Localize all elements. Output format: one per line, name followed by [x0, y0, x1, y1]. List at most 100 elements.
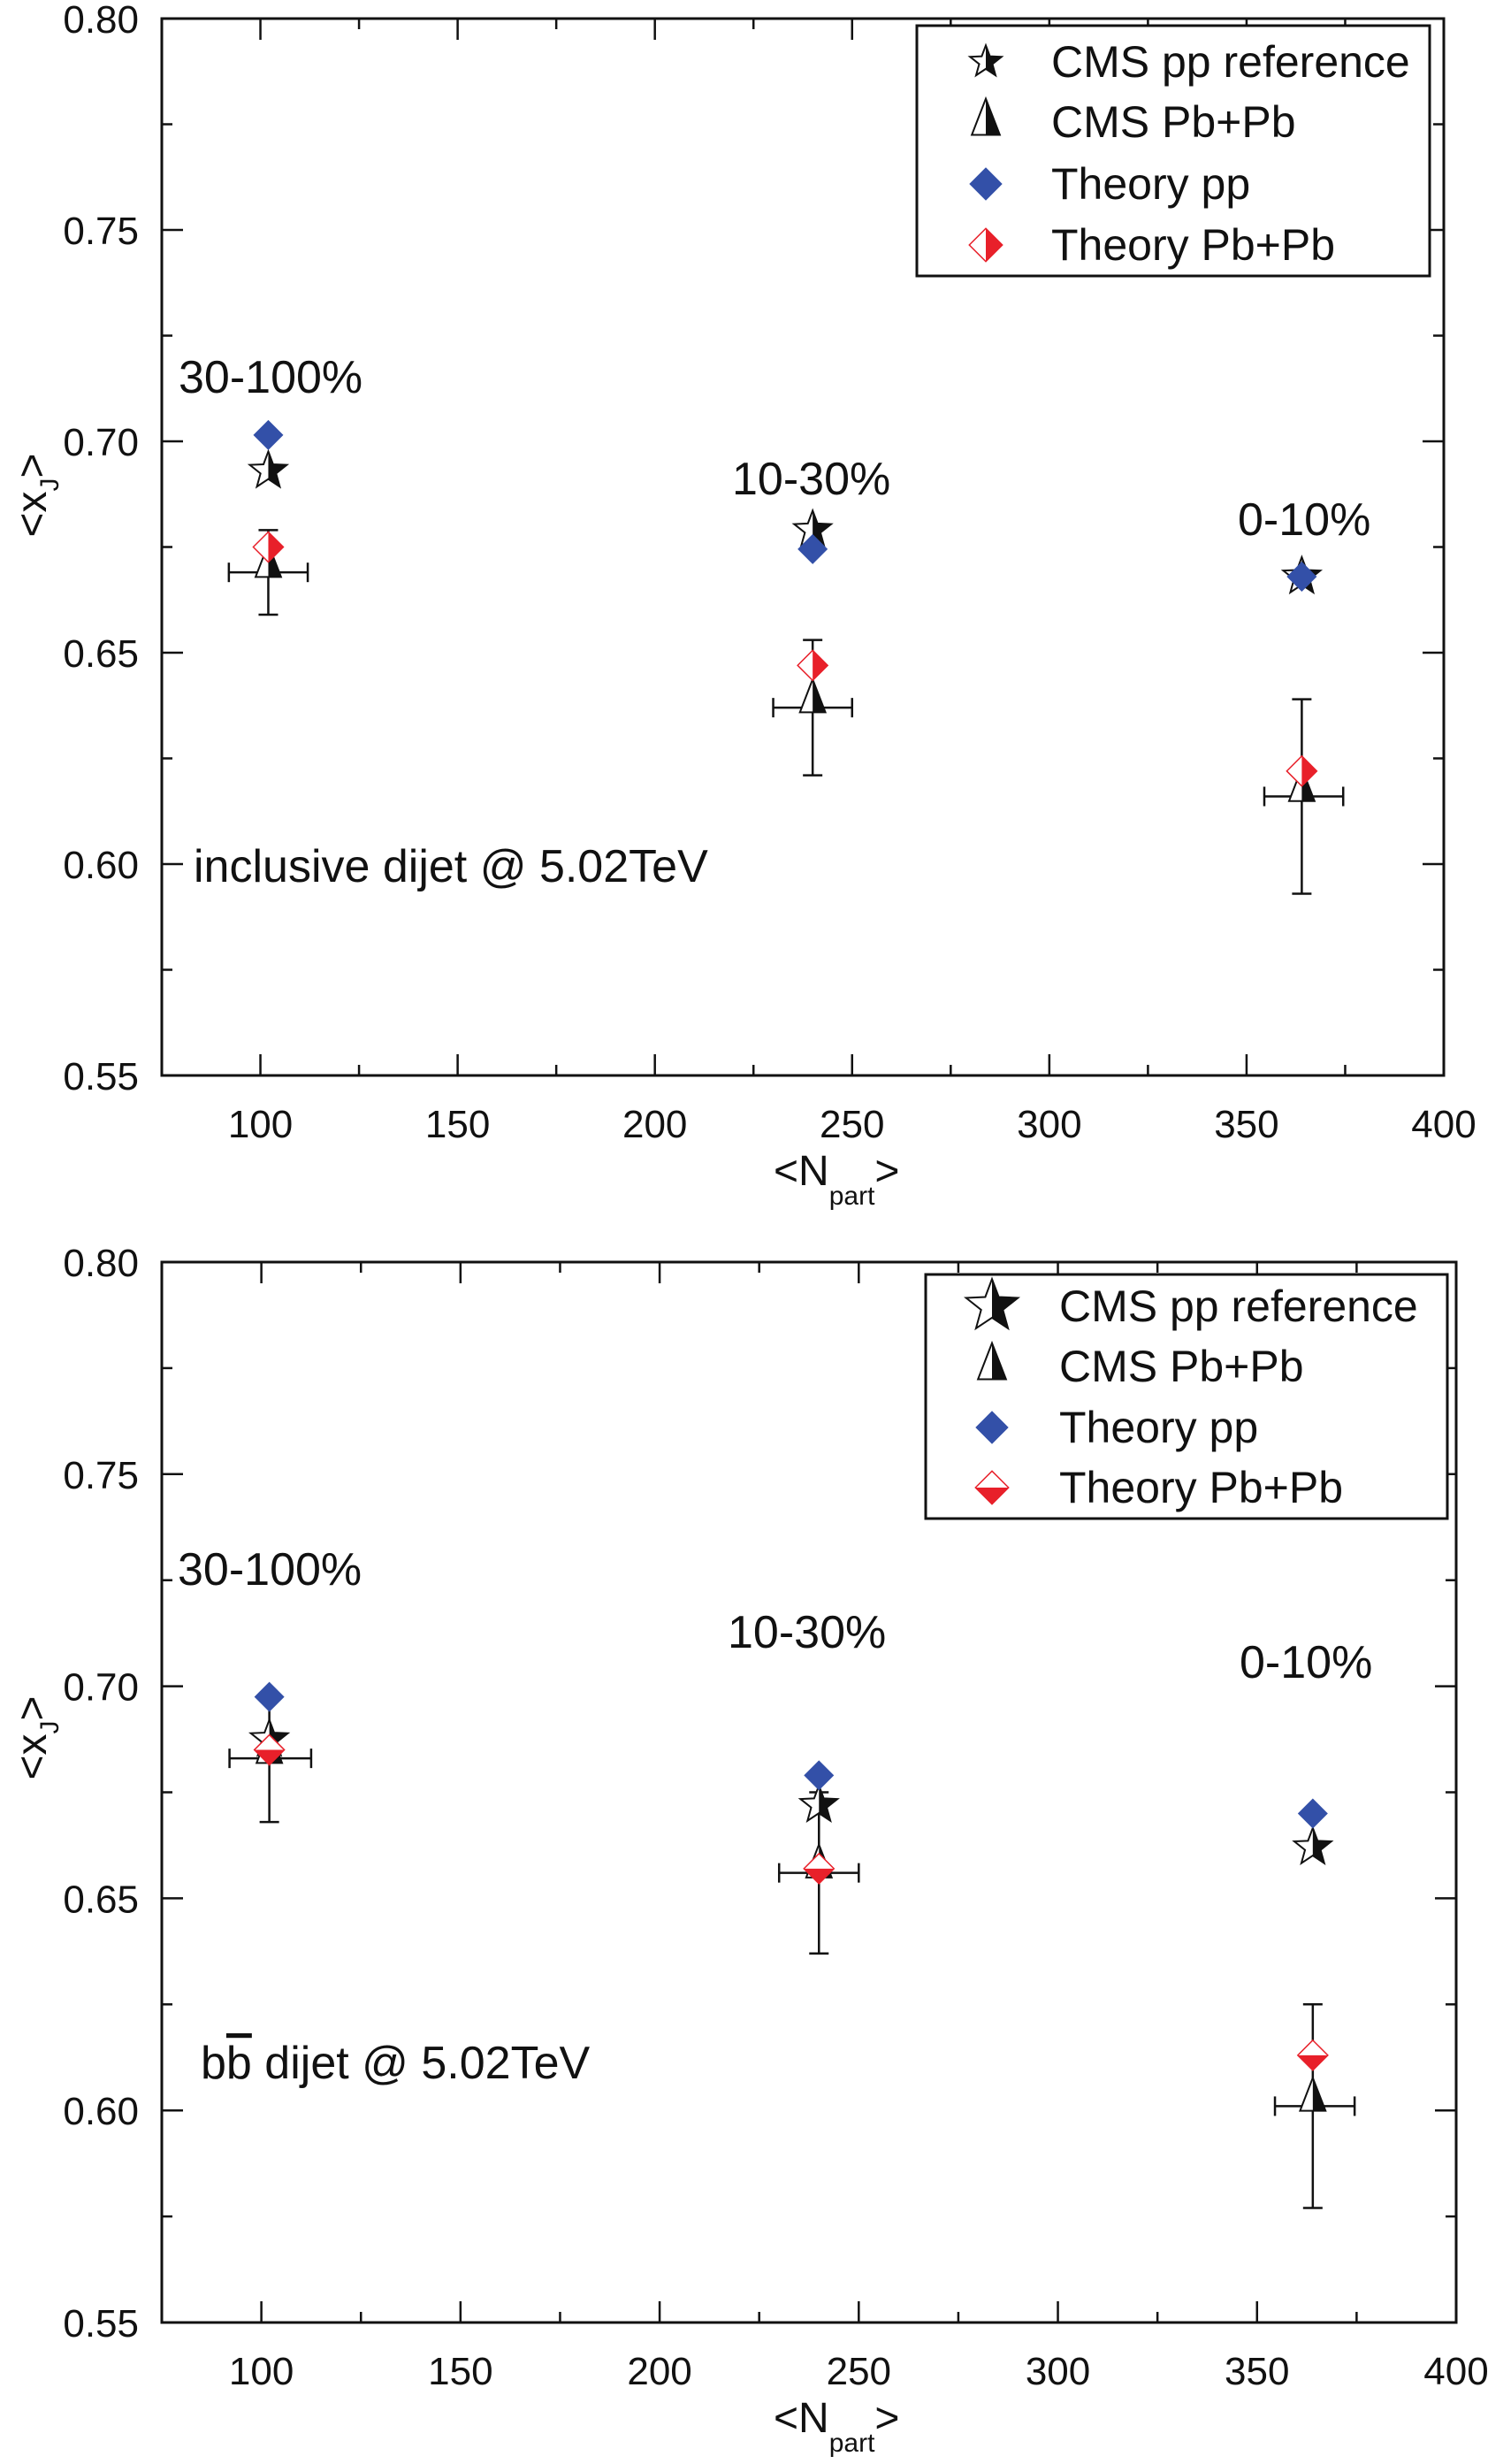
x-tick-label: 150 [428, 2350, 492, 2393]
annotation-bbar: b [226, 2038, 252, 2089]
centrality-label: 0-10% [1240, 1637, 1372, 1688]
annotation-b: b [201, 2038, 226, 2089]
theory-pbpb-point [1286, 754, 1318, 787]
chart-panel-inclusive: 100 150 200 250 300 350 400 0.55 0.60 0.65 0.70 0.7… [9, 0, 1477, 1211]
y-tick-label: 0.60 [63, 2090, 139, 2133]
legend-label: CMS pp reference [1059, 1282, 1418, 1331]
theory-pbpb-point [253, 1733, 286, 1766]
x-tick-label: 350 [1225, 2350, 1289, 2393]
cms-pp-point [1292, 1825, 1334, 1865]
legend: CMS pp reference CMS Pb+Pb Theory pp Theory… [924, 1273, 1449, 1520]
y-tick-label: 0.65 [63, 632, 139, 676]
legend-item: Theory Pb+Pb [968, 220, 1335, 270]
legend-box [915, 24, 1431, 278]
x-tick-label: 400 [1411, 1103, 1476, 1146]
cms-pp-point [797, 1783, 840, 1823]
centrality-label: 10-30% [732, 454, 890, 505]
x-tick-label: 200 [622, 1103, 687, 1146]
triangle-fill-half [992, 1343, 1006, 1380]
centrality-label: 30-100% [178, 1544, 362, 1595]
y-tick-label: 0.60 [63, 844, 139, 887]
diamond-fill-half [986, 228, 1003, 262]
centrality-label: 30-100% [179, 352, 362, 403]
triangle-fill-half [268, 544, 281, 578]
legend-label: CMS pp reference [1051, 37, 1410, 87]
legend-label: CMS Pb+Pb [1059, 1342, 1304, 1391]
x-tick-label: 100 [229, 2350, 294, 2393]
y-tick-label: 0.55 [63, 2302, 139, 2345]
legend-item: Theory pp [969, 159, 1250, 209]
annotation-rest: dijet @ 5.02TeV [252, 2038, 591, 2089]
axis-labels: <Npart><xJ>30-100%10-30%0-10% [9, 1544, 1372, 2458]
panel-annotation: inclusive dijet @ 5.02TeV [194, 841, 708, 892]
centrality-label: 0-10% [1238, 494, 1370, 546]
y-label-subscript: J [35, 1721, 65, 1734]
theory-pp-point [1297, 1798, 1328, 1829]
x-tick-label: 200 [627, 2350, 691, 2393]
y-tick-label: 0.80 [63, 1242, 139, 1285]
diamond-fill-half [268, 532, 284, 562]
diamond-fill-half [1301, 755, 1317, 786]
legend-marker-cms-pp [967, 42, 1004, 78]
x-label-subscript: part [829, 1182, 875, 1211]
legend-item: Theory Pb+Pb [974, 1463, 1343, 1512]
x-tick-label: 250 [820, 1103, 884, 1146]
triangle-fill-half [813, 679, 826, 713]
theory-pbpb-point [803, 1852, 836, 1885]
legend-marker-cms-pp [963, 1276, 1021, 1331]
x-label-main: <N [774, 2395, 829, 2442]
x-tick-label: 300 [1017, 1103, 1081, 1146]
diamond-fill-half [1297, 2055, 1328, 2070]
legend-box [924, 1273, 1449, 1520]
theory-pbpb-point [1296, 2039, 1329, 2071]
x-axis-label: <Npart> [774, 2395, 899, 2458]
legend-marker-theory-pp [969, 167, 1003, 201]
star-fill-half [819, 1785, 838, 1821]
triangle-fill-half [1312, 2078, 1326, 2111]
star-fill-half [268, 451, 287, 487]
y-tick-label: 0.70 [63, 421, 139, 464]
x-label-main: <N [774, 1148, 829, 1195]
legend-item: CMS pp reference [967, 37, 1410, 87]
y-label-close: > [9, 1695, 56, 1720]
legend-item: CMS pp reference [963, 1276, 1418, 1331]
x-tick-label: 100 [228, 1103, 293, 1146]
star-fill-half [1312, 1827, 1332, 1863]
legend: CMS pp reference CMS Pb+Pb Theory pp Theory… [915, 24, 1431, 278]
legend-item: CMS Pb+Pb [970, 96, 1296, 147]
x-axis-label: <Npart> [774, 1148, 899, 1211]
y-label-main: <x [9, 1734, 56, 1780]
legend-label: Theory pp [1051, 159, 1250, 209]
theory-pbpb-point [252, 531, 285, 563]
diamond-fill-half [804, 1868, 835, 1884]
theory-pp-point [804, 1760, 835, 1791]
legend-label: Theory pp [1059, 1403, 1258, 1452]
star-fill-half [813, 510, 832, 547]
y-tick-label: 0.75 [63, 1454, 139, 1497]
diamond-fill-half [813, 650, 828, 681]
theory-pp-point [797, 533, 828, 564]
y-label-main: <x [9, 492, 56, 538]
x-tick-label: 400 [1423, 2350, 1488, 2393]
data-marks [228, 1681, 1356, 2209]
axes: 100 150 200 250 300 350 400 0.55 0.60 0.65 0.70 0.7… [63, 1242, 1488, 2393]
cms-pbpb-point [1298, 2075, 1327, 2112]
y-label-subscript: J [35, 478, 65, 492]
x-tick-label: 250 [827, 2350, 891, 2393]
y-axis-label: <xJ> [9, 453, 65, 537]
y-axis-label: <xJ> [9, 1695, 65, 1779]
legend-marker-cms-pbpb [976, 1340, 1008, 1381]
centrality-label: 10-30% [728, 1607, 886, 1658]
x-tick-label: 150 [425, 1103, 490, 1146]
legend-marker-theory-pp [975, 1411, 1009, 1444]
x-tick-label: 350 [1214, 1103, 1278, 1146]
theory-pp-point [254, 1681, 285, 1712]
star-fill-half [992, 1279, 1019, 1328]
x-label-close: > [874, 1148, 899, 1195]
y-tick-label: 0.65 [63, 1878, 139, 1921]
legend-marker-theory-pbpb [974, 1470, 1010, 1505]
legend-label: Theory Pb+Pb [1059, 1463, 1343, 1512]
y-tick-label: 0.80 [63, 0, 139, 42]
x-label-subscript: part [829, 2429, 875, 2458]
